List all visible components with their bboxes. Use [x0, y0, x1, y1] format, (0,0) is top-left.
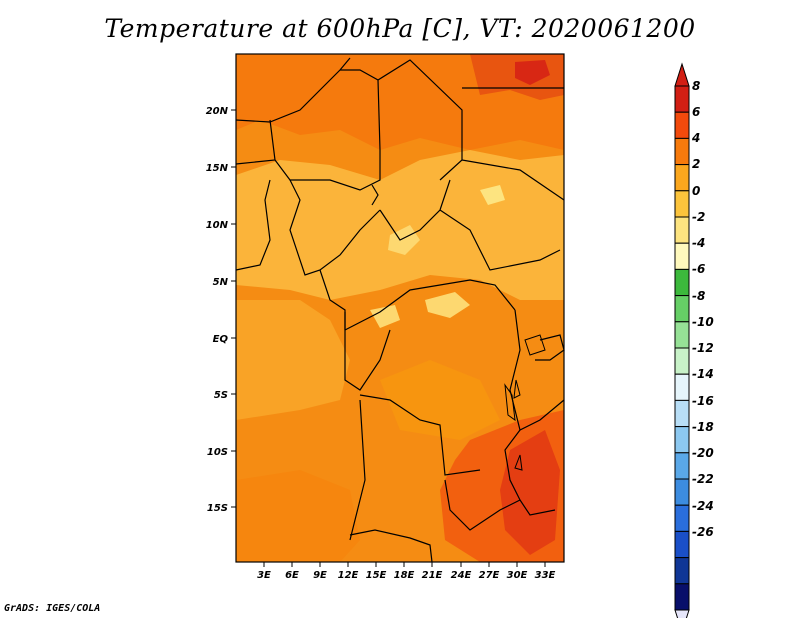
colorbar-label: -14	[692, 367, 714, 381]
colorbar-segment	[674, 85, 690, 113]
colorbar-segment	[674, 190, 690, 218]
lon-label: 12E	[338, 570, 359, 581]
colorbar-segment	[674, 373, 690, 401]
colorbar-top-triangle	[674, 62, 690, 87]
lat-label: 10N	[206, 220, 229, 231]
colorbar	[674, 62, 690, 618]
lake-outlines	[504, 334, 546, 471]
colorbar-label: -18	[692, 420, 714, 434]
colorbar-segment	[674, 530, 690, 559]
hottest-spot-northeast	[515, 60, 550, 85]
colorbar-label: -6	[692, 262, 705, 276]
colorbar-segment	[674, 242, 690, 270]
lon-label: 33E	[535, 570, 556, 581]
colorbar-label: 4	[691, 131, 700, 145]
colorbar-segment	[674, 137, 690, 166]
colorbar-label: -10	[692, 315, 714, 329]
cooler-region-central	[236, 150, 564, 300]
lat-label: 5N	[213, 277, 229, 288]
latitude-axis: 20N 15N 10N 5N EQ 5S 10S 15S	[206, 106, 236, 514]
lon-label: 24E	[451, 570, 472, 581]
colorbar-label: 2	[692, 157, 700, 171]
colorbar-segment	[674, 164, 690, 192]
colorbar-segment	[674, 216, 690, 244]
colorbar-segment	[674, 452, 690, 480]
colorbar-label: 6	[692, 105, 700, 119]
cool-patch-4	[480, 185, 505, 205]
colorbar-label: -12	[692, 341, 714, 355]
colorbar-label: 8	[692, 79, 700, 93]
lon-label: 21E	[422, 570, 443, 581]
region-west	[236, 300, 350, 420]
lat-label: 15N	[206, 163, 229, 174]
lat-label: 20N	[206, 106, 229, 117]
colorbar-segment	[674, 426, 690, 454]
cool-patch-3	[370, 305, 400, 328]
lat-label: 10S	[207, 447, 228, 458]
cool-patch-1	[388, 225, 420, 255]
colorbar-segment	[674, 295, 690, 323]
lon-label: 6E	[285, 570, 299, 581]
colorbar-segment	[674, 504, 690, 532]
colorbar-segment	[674, 478, 690, 506]
colorbar-segment	[674, 268, 690, 297]
lon-label: 3E	[257, 570, 271, 581]
colorbar-segment	[674, 321, 690, 349]
colorbar-label: -20	[692, 446, 714, 460]
colorbar-segment	[674, 111, 690, 139]
colorbar-segment	[674, 557, 690, 585]
colorbar-label: -16	[692, 394, 714, 408]
colorbar-label: -24	[692, 499, 714, 513]
colorbar-segment	[674, 347, 690, 375]
lon-label: 9E	[313, 570, 327, 581]
temperature-map	[235, 53, 565, 563]
longitude-axis: 3E 6E 9E 12E 15E 18E 21E 24E 27E 30E 33E	[257, 562, 556, 581]
map-frame	[235, 53, 565, 563]
colorbar-label: -22	[692, 472, 714, 486]
lon-label: 27E	[479, 570, 500, 581]
map-title: Temperature at 600hPa [C], VT: 202006120…	[104, 14, 696, 43]
colorbar-labels: 8 6 4 2 0 -2 -4 -6 -8 -10 -12 -14 -16 -1…	[691, 79, 714, 539]
colorbar-label: -26	[692, 525, 714, 539]
lon-label: 15E	[366, 570, 387, 581]
footer-credit: GrADS: IGES/COLA	[4, 603, 101, 614]
colorbar-label: 0	[692, 184, 700, 198]
region-southwest	[236, 470, 360, 562]
colorbar-label: -2	[692, 210, 705, 224]
lat-label: 15S	[207, 503, 228, 514]
colorbar-label: -4	[692, 236, 705, 250]
lon-label: 18E	[394, 570, 415, 581]
colorbar-segment	[674, 399, 690, 428]
region-south-central	[380, 360, 500, 440]
lat-label: 5S	[214, 390, 228, 401]
lat-label: EQ	[213, 334, 229, 345]
hot-region-southeast	[500, 430, 560, 555]
colorbar-label: -8	[692, 289, 705, 303]
colorbar-bottom-triangle	[674, 609, 690, 618]
colorbar-segment	[674, 583, 690, 611]
lon-label: 30E	[507, 570, 528, 581]
country-borders	[235, 57, 565, 563]
cool-patch-2	[425, 292, 470, 318]
